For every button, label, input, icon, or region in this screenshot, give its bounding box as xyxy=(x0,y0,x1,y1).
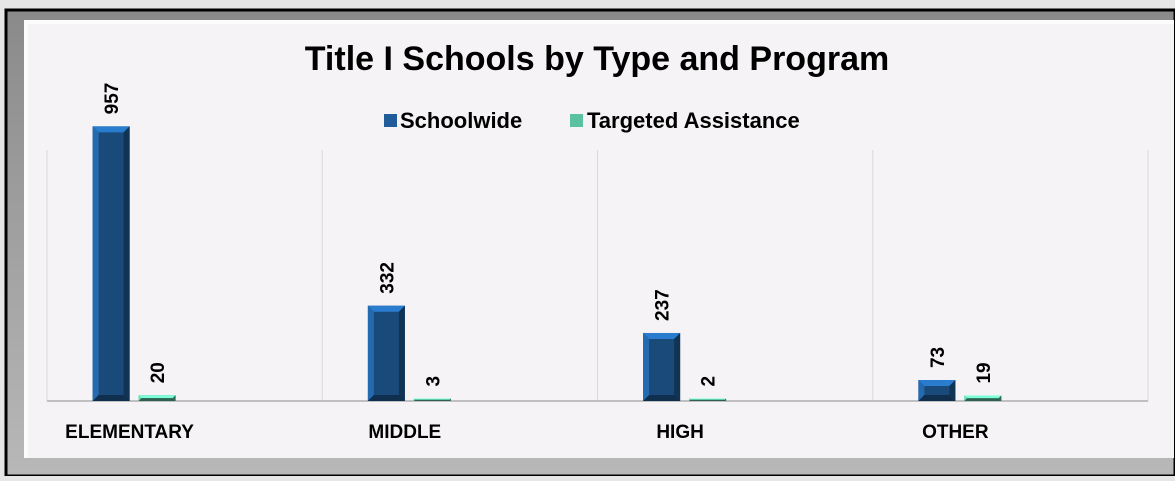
bar-bevel-right xyxy=(998,395,1002,401)
bar-bevel-bottom xyxy=(367,395,405,401)
data-label: 73 xyxy=(928,347,949,368)
bar-bevel-bottom xyxy=(413,399,451,401)
x-tick-label: HIGH xyxy=(656,422,704,443)
bar-bevel-right xyxy=(674,332,681,401)
bar-bevel-top xyxy=(367,305,405,312)
legend-swatch-schoolwide xyxy=(384,114,397,127)
bar-bevel-right xyxy=(123,126,130,401)
bar-bevel-bottom xyxy=(689,399,727,401)
bar-schoolwide-high xyxy=(643,332,681,401)
bar-bevel-top xyxy=(92,126,130,133)
data-label: 237 xyxy=(653,289,674,321)
chart-title: Title I Schools by Type and Program xyxy=(305,40,889,78)
bar-bevel-bottom xyxy=(643,395,681,401)
legend-swatch-targeted xyxy=(570,114,583,127)
data-label: 20 xyxy=(148,362,169,383)
bar-schoolwide-middle xyxy=(367,305,405,401)
bar-bevel-right xyxy=(724,398,727,401)
x-tick-label: ELEMENTARY xyxy=(65,422,194,443)
data-label: 332 xyxy=(377,262,398,294)
bar-bevel-bottom xyxy=(964,398,1002,401)
plot-area: 957 20 ELEMENTARY 332 3 MIDDLE 237 2 HIGH 73 19 OTH… xyxy=(46,83,1149,443)
bar-bevel-left xyxy=(92,126,99,401)
bar-bevel-top xyxy=(689,398,727,400)
bar-bevel-right xyxy=(398,305,405,401)
legend-label-targeted: Targeted Assistance xyxy=(587,108,800,133)
bar-bevel-left xyxy=(918,380,925,401)
bar-bevel-left xyxy=(964,395,968,401)
bar-bevel-top xyxy=(918,380,956,387)
bar-bevel-right xyxy=(172,395,176,401)
bar-schoolwide-elementary xyxy=(92,126,130,401)
bar-bevel-left xyxy=(643,332,650,401)
legend-label-schoolwide: Schoolwide xyxy=(400,108,522,133)
bar-bevel-left xyxy=(138,395,142,401)
bar-bevel-bottom xyxy=(918,395,956,401)
bar-bevel-left xyxy=(689,398,691,401)
bar-bevel-right xyxy=(949,380,956,401)
plot-background xyxy=(24,20,1174,458)
x-tick-label: OTHER xyxy=(922,422,989,443)
x-tick-label: MIDDLE xyxy=(368,422,441,443)
data-label: 3 xyxy=(423,376,444,387)
legend: Schoolwide Targeted Assistance xyxy=(384,108,800,133)
bar-bevel-top xyxy=(643,332,681,339)
bar-bevel-top xyxy=(413,398,451,400)
data-label: 2 xyxy=(699,376,720,387)
data-label: 19 xyxy=(974,362,995,383)
bar-bevel-left xyxy=(413,398,416,401)
bar-bevel-bottom xyxy=(138,398,176,401)
data-label: 957 xyxy=(102,83,123,115)
bar-bevel-top xyxy=(138,395,176,399)
bar-bevel-right xyxy=(449,398,451,401)
bar-bevel-top xyxy=(964,395,1002,399)
bar-bevel-bottom xyxy=(92,395,130,401)
bar-bevel-left xyxy=(367,305,374,401)
